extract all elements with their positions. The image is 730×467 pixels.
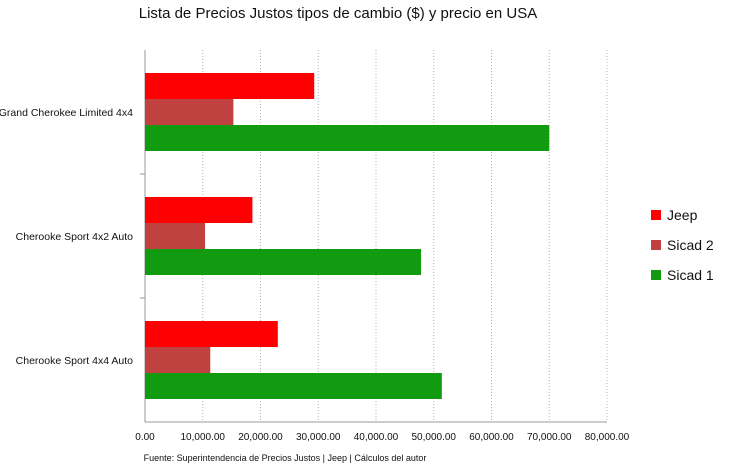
bar-sicad-2 <box>145 347 211 373</box>
bar-sicad-1 <box>145 125 550 151</box>
x-tick-label: 10,000.00 <box>181 432 226 443</box>
x-tick-label: 80,000.00 <box>585 432 630 443</box>
x-tick-label: 20,000.00 <box>238 432 283 443</box>
x-tick-label: 30,000.00 <box>296 432 341 443</box>
legend-swatch <box>651 270 661 280</box>
legend-swatch <box>651 210 661 220</box>
chart-title: Lista de Precios Justos tipos de cambio … <box>138 5 538 22</box>
x-tick-label: 60,000.00 <box>469 432 514 443</box>
category-label: Cherooke Sport 4x4 Auto <box>16 355 133 367</box>
bar-sicad-2 <box>145 223 206 249</box>
x-tick-label: 70,000.00 <box>527 432 572 443</box>
chart-source-note: Fuente: Superintendencia de Precios Just… <box>143 453 427 463</box>
category-label: Grand Cherokee Limited 4x4 <box>0 107 133 119</box>
bar-jeep <box>145 73 315 99</box>
x-tick-label: 0.00 <box>135 432 155 443</box>
x-tick-label: 40,000.00 <box>354 432 399 443</box>
legend-label: Sicad 2 <box>667 237 714 253</box>
legend-label: Jeep <box>667 207 698 223</box>
bar-sicad-1 <box>145 249 422 275</box>
bar-jeep <box>145 197 253 223</box>
legend-swatch <box>651 240 661 250</box>
bar-sicad-2 <box>145 99 234 125</box>
bar-jeep <box>145 321 278 347</box>
x-tick-label: 50,000.00 <box>412 432 457 443</box>
legend-label: Sicad 1 <box>667 267 714 283</box>
bar-sicad-1 <box>145 373 442 399</box>
category-label: Cherooke Sport 4x2 Auto <box>16 231 133 243</box>
